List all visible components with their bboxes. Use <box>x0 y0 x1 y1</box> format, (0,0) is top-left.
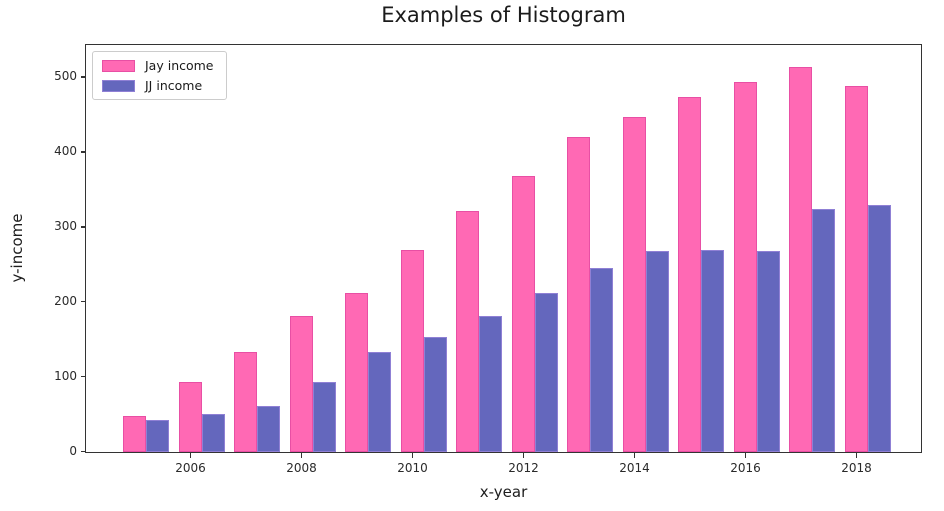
bar-jj-income-2011 <box>479 315 502 452</box>
bar-jay-income-2015 <box>678 96 701 452</box>
y-tick-label: 0 <box>69 443 77 458</box>
bar-jj-income-2013 <box>590 267 613 452</box>
legend-swatch-jay-income <box>102 59 135 72</box>
bar-jay-income-2014 <box>622 117 646 452</box>
bar-jj-income-2016 <box>756 250 780 452</box>
x-tick-label: 2008 <box>286 461 317 475</box>
x-tick-label: 2016 <box>730 461 761 475</box>
y-tick-label: 400 <box>54 143 77 158</box>
x-tick <box>744 453 747 458</box>
x-tick-label: 2012 <box>508 461 539 475</box>
legend-item-jay: Jay income <box>102 58 214 73</box>
legend-item-jj: JJ income <box>102 78 214 93</box>
bar-jj-income-2007 <box>257 406 280 452</box>
bar-jay-income-2010 <box>400 249 424 452</box>
plot-area: Jay income JJ income <box>85 44 922 453</box>
bar-jj-income-2018 <box>867 204 891 452</box>
bar-jay-income-2009 <box>345 293 368 452</box>
y-tick-label: 500 <box>54 68 77 83</box>
x-tick <box>189 453 192 458</box>
y-tick-label: 200 <box>54 293 77 308</box>
y-tick <box>80 375 85 378</box>
bar-jj-income-2014 <box>645 251 669 452</box>
x-tick <box>300 453 303 458</box>
y-axis-label: y-income <box>8 213 26 283</box>
y-tick <box>80 151 85 153</box>
bar-jay-income-2016 <box>733 81 757 452</box>
bar-jay-income-2006 <box>178 382 202 452</box>
x-tick <box>633 453 636 458</box>
bar-jj-income-2012 <box>534 293 558 452</box>
legend-label-jj-income: JJ income <box>145 78 203 93</box>
bar-jj-income-2008 <box>312 382 336 452</box>
bar-jay-income-2005 <box>123 416 146 452</box>
y-tick <box>80 450 85 453</box>
bar-jay-income-2011 <box>456 210 479 452</box>
y-tick <box>80 226 85 228</box>
legend-label-jay-income: Jay income <box>145 58 214 73</box>
y-tick <box>80 76 85 78</box>
bar-jay-income-2012 <box>511 175 535 452</box>
x-tick <box>522 453 525 458</box>
bar-jj-income-2015 <box>701 249 724 452</box>
bar-jay-income-2007 <box>234 352 257 452</box>
y-tick-label: 300 <box>54 218 77 233</box>
x-tick <box>855 453 858 458</box>
bar-jay-income-2013 <box>567 137 590 452</box>
bar-jay-income-2017 <box>789 66 812 452</box>
bar-jj-income-2006 <box>201 413 225 452</box>
x-tick-label: 2014 <box>619 461 650 475</box>
x-axis-label: x-year <box>479 483 528 501</box>
bar-jj-income-2009 <box>368 352 391 452</box>
chart-title: Examples of Histogram <box>381 3 626 27</box>
x-tick-label: 2018 <box>841 461 872 475</box>
bar-jay-income-2018 <box>844 86 868 452</box>
x-tick-label: 2006 <box>175 461 206 475</box>
x-tick <box>411 453 414 458</box>
bar-jj-income-2017 <box>812 208 835 452</box>
y-tick <box>80 300 85 303</box>
legend-swatch-jj-income <box>102 79 135 92</box>
bar-jj-income-2005 <box>146 419 169 452</box>
x-tick-label: 2010 <box>397 461 428 475</box>
bar-jj-income-2010 <box>423 336 447 452</box>
bar-jay-income-2008 <box>289 315 313 452</box>
y-tick-label: 100 <box>54 368 77 383</box>
legend: Jay income JJ income <box>92 51 227 100</box>
